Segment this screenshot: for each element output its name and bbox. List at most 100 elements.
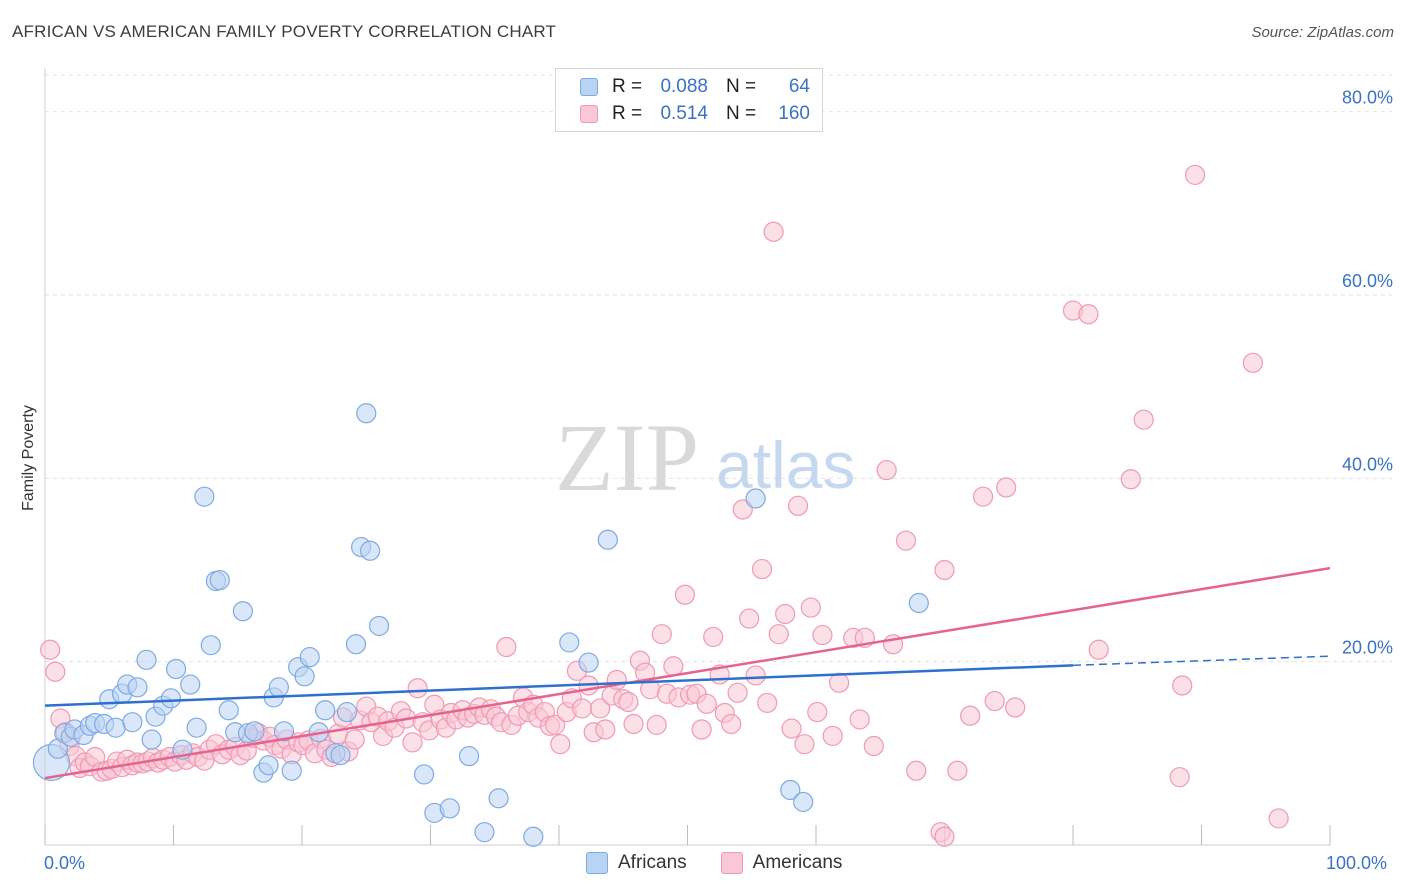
correlation-legend: R = 0.088 N = 64 R = 0.514 N = 160 bbox=[555, 68, 823, 132]
africans-point bbox=[745, 488, 766, 509]
americans-point bbox=[595, 719, 616, 740]
americans-legend-swatch bbox=[720, 852, 743, 874]
source-credit: Source: ZipAtlas.com bbox=[1251, 24, 1394, 41]
americans-point bbox=[721, 713, 742, 735]
africans-points bbox=[32, 403, 929, 847]
africans-point bbox=[160, 688, 182, 709]
americans-legend-label: Americans bbox=[752, 852, 843, 873]
americans-trend-line bbox=[44, 566, 1331, 780]
x-tick-label-min: 0.0% bbox=[44, 853, 86, 873]
americans-point bbox=[691, 719, 712, 740]
americans-point bbox=[703, 626, 724, 648]
africans-point bbox=[268, 677, 289, 698]
africans-point bbox=[105, 717, 126, 738]
americans-point bbox=[1088, 639, 1109, 660]
n-value: 64 bbox=[788, 76, 810, 97]
watermark-zip: ZIP bbox=[555, 404, 699, 511]
americans-point bbox=[739, 608, 760, 629]
africans-point bbox=[200, 635, 221, 656]
africans-point bbox=[345, 634, 367, 655]
americans-point bbox=[849, 709, 870, 730]
americans-point bbox=[344, 729, 365, 750]
y-tick-label: 20.0% bbox=[1342, 638, 1393, 658]
africans-point bbox=[122, 712, 143, 733]
americans-point bbox=[1242, 352, 1264, 373]
chart-title: AFRICAN VS AMERICAN FAMILY POVERTY CORRE… bbox=[12, 22, 557, 41]
legend-item-africans[interactable]: Africans bbox=[586, 852, 687, 874]
axes bbox=[44, 68, 1331, 846]
americans-point bbox=[787, 495, 809, 516]
americans-point bbox=[972, 486, 994, 507]
legend-row-africans: R = 0.088 N = 64 bbox=[580, 74, 810, 100]
americans-point bbox=[906, 760, 927, 781]
americans-point bbox=[727, 682, 748, 703]
americans-point bbox=[1078, 304, 1099, 325]
americans-point bbox=[794, 734, 815, 755]
americans-point bbox=[960, 705, 981, 726]
africans-point bbox=[315, 700, 336, 721]
americans-point bbox=[696, 693, 717, 714]
n-label: N = bbox=[726, 76, 757, 97]
africans-point bbox=[258, 755, 279, 776]
watermark: ZIP atlas bbox=[555, 404, 855, 511]
africans-point bbox=[186, 717, 207, 738]
africans-point bbox=[439, 798, 460, 819]
africans-point bbox=[232, 601, 253, 622]
grid-lines bbox=[45, 74, 1392, 663]
americans-point bbox=[663, 656, 684, 677]
americans-point bbox=[876, 459, 897, 481]
americans-point bbox=[934, 559, 955, 581]
r-label: R = bbox=[612, 76, 643, 97]
y-tick-labels: 20.0% 40.0% 60.0% 80.0% bbox=[1342, 88, 1393, 658]
africans-point bbox=[458, 745, 480, 767]
africans-point bbox=[793, 791, 814, 813]
americans-point bbox=[407, 678, 428, 699]
africans-point bbox=[273, 721, 295, 742]
americans-point bbox=[768, 624, 789, 645]
africans-point bbox=[141, 729, 162, 750]
africans-point bbox=[413, 764, 435, 785]
americans-point bbox=[763, 221, 784, 242]
y-tick-label: 40.0% bbox=[1342, 454, 1393, 474]
americans-point bbox=[822, 725, 843, 747]
africans-point bbox=[330, 745, 351, 766]
americans-point bbox=[623, 713, 644, 735]
americans-point bbox=[996, 477, 1017, 498]
africans-point bbox=[356, 403, 377, 424]
americans-point bbox=[550, 734, 571, 755]
legend-item-americans[interactable]: Americans bbox=[720, 852, 843, 874]
africans-trend-line bbox=[44, 664, 1074, 707]
americans-point bbox=[1005, 697, 1026, 718]
africans-point bbox=[336, 701, 358, 723]
r-label: R = bbox=[612, 103, 643, 124]
africans-point bbox=[281, 760, 302, 781]
africans-point bbox=[165, 658, 187, 680]
americans-point bbox=[674, 584, 696, 605]
r-value: 0.514 bbox=[660, 103, 708, 124]
n-label: N = bbox=[726, 103, 757, 124]
africans-point bbox=[194, 486, 215, 507]
y-tick-label: 80.0% bbox=[1342, 88, 1393, 108]
americans-point bbox=[1184, 164, 1206, 186]
africans-point bbox=[180, 674, 201, 695]
africans-point bbox=[209, 569, 230, 591]
americans-point bbox=[496, 636, 517, 658]
africans-point bbox=[299, 646, 320, 668]
americans-point bbox=[545, 714, 566, 736]
africans-swatch bbox=[580, 78, 598, 96]
americans-point bbox=[895, 530, 917, 551]
africans-legend-swatch bbox=[586, 852, 608, 874]
americans-point bbox=[751, 558, 773, 580]
africans-point bbox=[474, 822, 495, 843]
africans-point bbox=[369, 615, 390, 637]
americans-point bbox=[947, 760, 968, 781]
americans-point bbox=[745, 665, 766, 686]
americans-point bbox=[812, 624, 833, 646]
africans-point bbox=[294, 666, 315, 687]
americans-point bbox=[45, 661, 66, 682]
americans-point bbox=[651, 624, 672, 645]
africans-point bbox=[908, 592, 929, 614]
x-tick-label-max: 100.0% bbox=[1326, 853, 1388, 873]
americans-point bbox=[40, 639, 61, 660]
